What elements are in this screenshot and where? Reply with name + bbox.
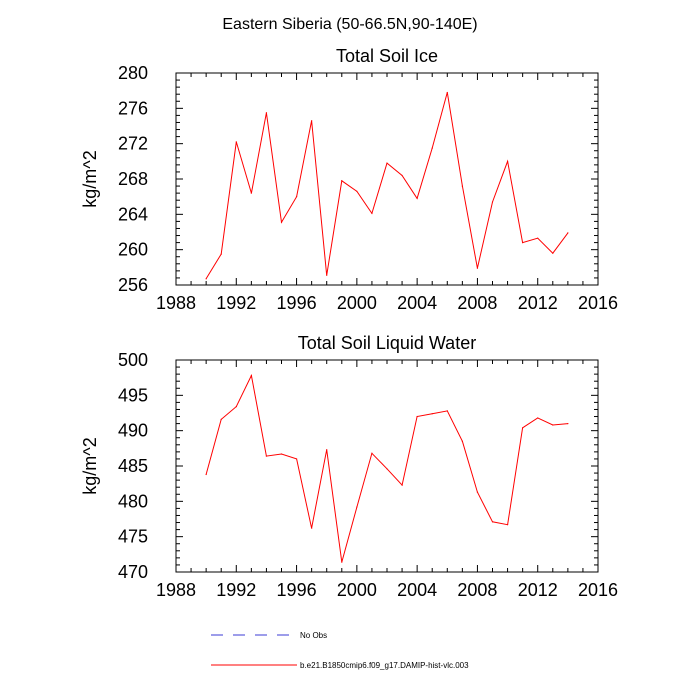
data-point — [567, 232, 569, 234]
data-point — [280, 453, 283, 455]
data-point — [235, 141, 237, 143]
x-tick-label: 2008 — [457, 580, 497, 600]
x-tick-label: 1996 — [277, 293, 317, 313]
x-tick-label: 2004 — [397, 293, 437, 313]
panel-title: Total Soil Liquid Water — [298, 333, 476, 353]
legend-label-model-run: b.e21.B1850cmip6.f09_g17.DAMIP-hist-vlc.… — [300, 661, 469, 670]
plot-frame — [175, 72, 599, 286]
x-tick-label: 2008 — [457, 293, 497, 313]
figure-title: Eastern Siberia (50-66.5N,90-140E) — [222, 16, 477, 33]
data-point — [401, 174, 403, 177]
y-tick-label: 272 — [118, 134, 148, 154]
y-tick-label: 480 — [118, 491, 148, 511]
x-tick-label: 2012 — [518, 580, 558, 600]
data-point — [371, 212, 373, 215]
panel-total-soil-liquid-water: Total Soil Liquid Water kg/m^2 1988 1992 199… — [80, 333, 618, 600]
data-point — [431, 147, 433, 149]
data-point — [311, 527, 313, 529]
data-point — [491, 521, 494, 523]
data-point — [416, 197, 418, 200]
y-tick-label: 485 — [118, 456, 148, 476]
data-point — [567, 423, 569, 425]
x-tick-label: 1988 — [156, 293, 196, 313]
data-point — [401, 484, 403, 486]
data-point — [326, 449, 328, 451]
y-tick-label: 470 — [118, 562, 148, 582]
x-tick-label: 1996 — [277, 580, 317, 600]
data-point — [295, 196, 298, 198]
data-point — [506, 160, 509, 162]
y-tick-label: 260 — [118, 240, 148, 260]
x-tick-label: 1992 — [216, 293, 256, 313]
legend-label-no-obs: No Obs — [300, 631, 327, 640]
x-tick-label: 2000 — [337, 293, 377, 313]
x-tick-label: 2000 — [337, 580, 377, 600]
y-axis-label: kg/m^2 — [80, 150, 100, 207]
y-tick-label: 268 — [118, 169, 148, 189]
data-point — [341, 561, 343, 563]
x-tick-label: 2012 — [518, 293, 558, 313]
panel-total-soil-ice: Total Soil Ice kg/m^2 1988 1992 1996 2000 2004… — [80, 46, 618, 313]
data-point — [552, 252, 554, 254]
data-point — [205, 473, 207, 476]
legend: No Obs b.e21.B1850cmip6.f09_g17.DAMIP-hi… — [211, 631, 469, 670]
data-point — [326, 274, 328, 276]
data-point — [461, 185, 463, 187]
data-point — [446, 410, 448, 412]
data-point — [386, 162, 388, 164]
y-axis-label: kg/m^2 — [80, 437, 100, 494]
data-point — [220, 418, 222, 420]
data-point — [491, 201, 494, 203]
x-tick-label: 1992 — [216, 580, 256, 600]
data-point — [311, 120, 313, 122]
data-point — [341, 180, 343, 182]
y-tick-label: 264 — [118, 204, 148, 224]
data-point — [265, 112, 268, 114]
data-point — [356, 190, 358, 192]
data-point — [205, 278, 207, 280]
data-point — [506, 524, 509, 526]
data-point — [250, 374, 252, 377]
data-point — [235, 406, 237, 408]
y-tick-label: 256 — [118, 275, 148, 295]
data-point — [356, 506, 358, 508]
data-point — [522, 427, 524, 429]
data-point — [461, 440, 463, 442]
data-point — [476, 267, 479, 269]
data-point — [537, 237, 539, 239]
data-point — [295, 458, 298, 460]
y-tick-label: 276 — [118, 98, 148, 118]
data-point — [280, 221, 283, 223]
data-point — [250, 192, 252, 194]
data-point — [476, 491, 479, 493]
x-tick-label: 2016 — [578, 293, 618, 313]
y-tick-label: 495 — [118, 385, 148, 405]
data-point — [446, 91, 448, 94]
x-tick-label: 1988 — [156, 580, 196, 600]
y-tick-label: 475 — [118, 527, 148, 547]
data-point — [371, 452, 373, 454]
data-point — [265, 455, 268, 457]
data-point — [386, 468, 388, 470]
data-point — [431, 413, 433, 415]
plot-frame — [175, 359, 599, 573]
y-tick-label: 280 — [118, 63, 148, 83]
x-tick-label: 2016 — [578, 580, 618, 600]
panel-title: Total Soil Ice — [336, 46, 438, 66]
y-tick-label: 490 — [118, 421, 148, 441]
data-point — [537, 417, 539, 419]
x-tick-label: 2004 — [397, 580, 437, 600]
data-point — [416, 415, 418, 418]
series-line — [205, 92, 569, 280]
data-point — [552, 424, 554, 426]
data-point — [220, 253, 222, 255]
data-point — [522, 242, 524, 244]
y-tick-label: 500 — [118, 350, 148, 370]
